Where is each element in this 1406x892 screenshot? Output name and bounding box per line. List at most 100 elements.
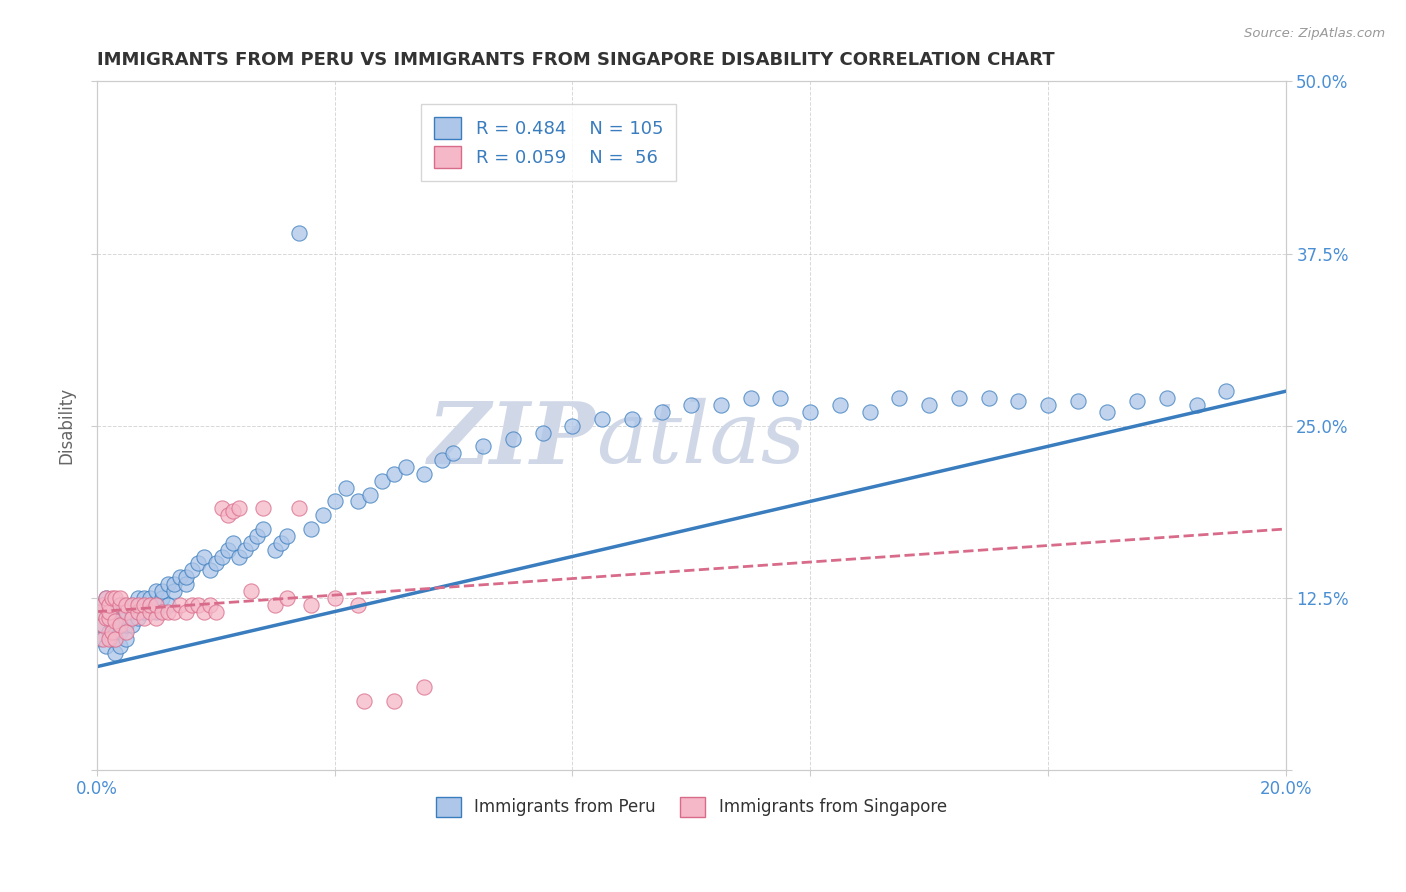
Point (157, 605, 180, 619)
Point (94, 639, 117, 653)
Point (121, 618, 143, 632)
Point (121, 611, 143, 625)
Point (311, 508, 333, 523)
Point (211, 501, 233, 516)
Point (187, 557, 209, 571)
Point (198, 598, 221, 612)
Point (169, 570, 191, 584)
Point (103, 632, 125, 647)
Point (347, 598, 370, 612)
Point (150, 583, 173, 598)
Point (174, 577, 197, 591)
Point (150, 591, 173, 605)
Point (347, 494, 370, 508)
Point (91, 632, 114, 647)
Point (115, 611, 138, 625)
Point (193, 605, 215, 619)
Point (100, 618, 122, 632)
Point (103, 625, 125, 640)
Point (620, 411, 643, 425)
Point (740, 391, 762, 405)
Point (97, 598, 120, 612)
Point (139, 605, 162, 619)
Point (335, 481, 357, 495)
Point (233, 542, 256, 557)
Point (115, 605, 138, 619)
Point (180, 563, 202, 577)
Point (145, 598, 167, 612)
Point (1156, 391, 1178, 405)
Point (91, 598, 114, 612)
Point (222, 535, 245, 549)
Point (371, 474, 394, 488)
Point (97, 625, 120, 640)
Point (264, 542, 287, 557)
Point (889, 391, 911, 405)
Point (134, 598, 156, 612)
Point (359, 487, 381, 501)
Point (134, 611, 156, 625)
Point (94, 591, 117, 605)
Text: IMMIGRANTS FROM PERU VS IMMIGRANTS FROM SINGAPORE DISABILITY CORRELATION CHART: IMMIGRANTS FROM PERU VS IMMIGRANTS FROM … (97, 51, 1054, 69)
Point (252, 522, 274, 536)
Point (799, 405, 821, 419)
Point (276, 529, 298, 543)
Point (97, 611, 120, 625)
Point (115, 625, 138, 640)
Point (127, 611, 149, 625)
Point (110, 639, 132, 653)
Point (412, 467, 434, 481)
Point (150, 605, 173, 619)
Point (299, 598, 322, 612)
Point (121, 605, 143, 619)
Point (217, 508, 239, 523)
Point (246, 529, 269, 543)
Point (591, 411, 613, 425)
Point (121, 598, 143, 612)
Point (145, 598, 167, 612)
Point (110, 625, 132, 640)
Point (650, 405, 672, 419)
Point (110, 605, 132, 619)
Point (948, 391, 970, 405)
Point (127, 605, 149, 619)
Point (139, 598, 162, 612)
Text: ZIP: ZIP (429, 398, 596, 481)
Point (103, 591, 125, 605)
Point (91, 618, 114, 632)
Point (110, 598, 132, 612)
Point (103, 611, 125, 625)
Point (858, 405, 880, 419)
Point (412, 681, 434, 695)
Point (100, 632, 122, 647)
Point (91, 605, 114, 619)
Point (97, 598, 120, 612)
Point (217, 542, 239, 557)
Point (103, 614, 125, 628)
Point (174, 605, 197, 619)
Point (561, 418, 583, 433)
Point (97, 632, 120, 647)
Point (145, 583, 167, 598)
Point (382, 467, 405, 481)
Point (121, 598, 143, 612)
Point (288, 226, 311, 240)
Point (174, 570, 197, 584)
Point (395, 460, 418, 475)
Point (502, 433, 524, 447)
Point (264, 598, 287, 612)
Point (110, 591, 132, 605)
Point (1126, 393, 1149, 408)
Point (323, 494, 346, 508)
Point (531, 425, 554, 440)
Point (139, 591, 162, 605)
Point (163, 577, 186, 591)
Point (115, 598, 138, 612)
Point (127, 605, 149, 619)
Point (94, 591, 117, 605)
Point (94, 611, 117, 625)
Y-axis label: Disability: Disability (58, 387, 75, 464)
Point (91, 618, 114, 632)
Point (240, 583, 263, 598)
Point (1007, 393, 1029, 408)
